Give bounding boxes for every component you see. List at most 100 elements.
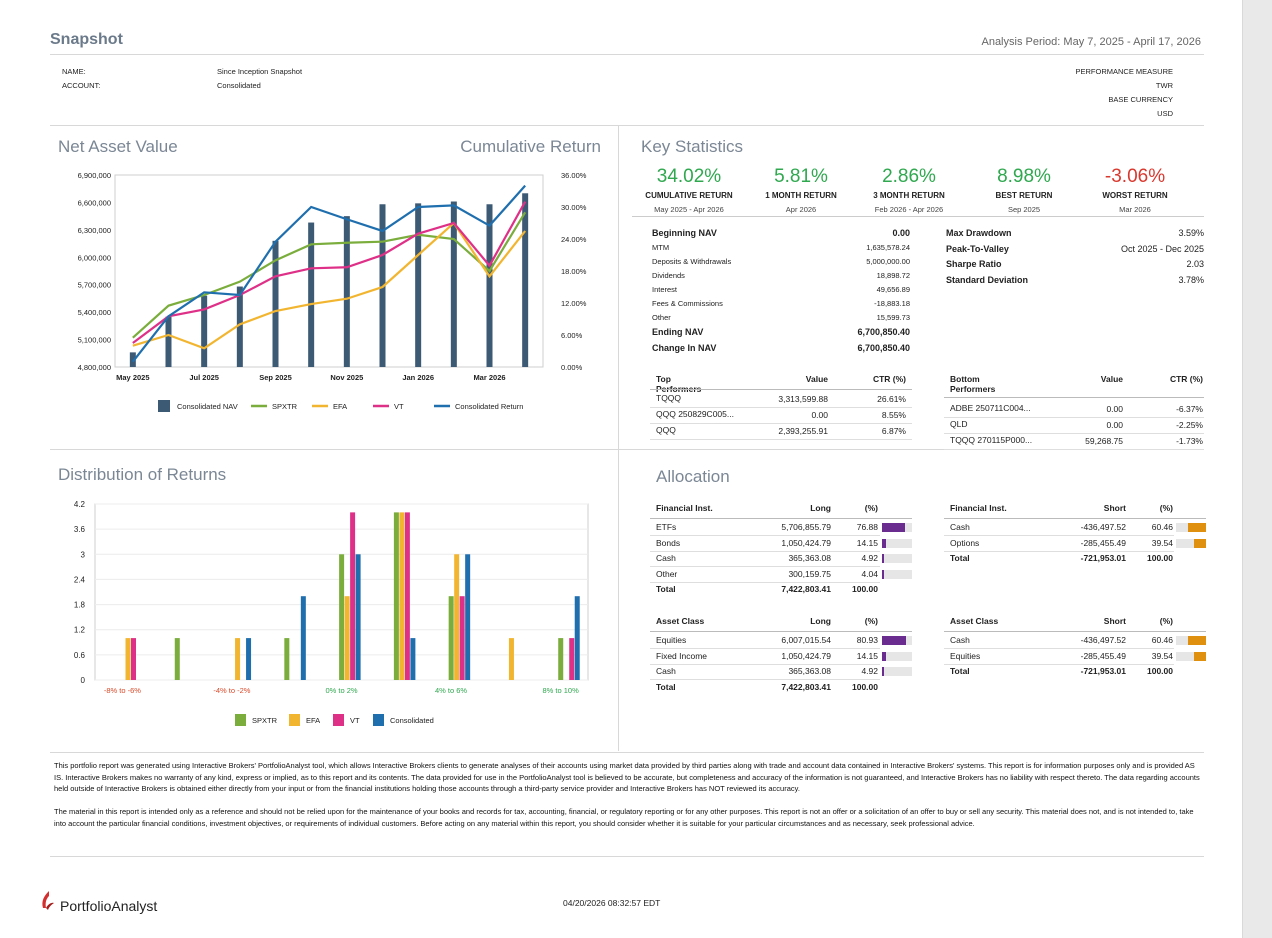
- nav-bar: [236, 286, 243, 367]
- nav-bar: [522, 193, 529, 367]
- legend-label: VT: [350, 716, 360, 725]
- nav-bar: [308, 222, 315, 367]
- disclaimer-paragraph-2: The material in this report is intended …: [54, 807, 1194, 828]
- alloc-row-value: 1,050,424.79: [781, 537, 831, 548]
- legend-label: Consolidated NAV: [177, 402, 238, 411]
- perf-row-name: TQQQ 270115P000...: [950, 435, 1033, 445]
- nav-bar: [201, 295, 208, 367]
- y-tick-label: 2.4: [74, 575, 86, 584]
- nav-row-label: Dividends: [652, 271, 685, 280]
- nav-row-value: -18,883.18: [874, 299, 910, 308]
- stat-label: WORST RETURN: [1102, 191, 1168, 200]
- legend-label: VT: [394, 402, 404, 411]
- alloc-bar-track: [882, 538, 912, 548]
- dist-bar: [448, 596, 454, 680]
- alloc-row-name: Cash: [656, 553, 676, 563]
- perf-row-ctr: 26.61%: [877, 394, 906, 404]
- alloc-row-value: 365,363.08: [788, 553, 831, 563]
- nav-row-value: 5,000,000.00: [866, 257, 910, 266]
- y-right-tick-label: 30.00%: [561, 203, 587, 212]
- alloc-header-value: Long: [810, 616, 831, 626]
- stat-value: 5.81%: [774, 166, 828, 187]
- alloc-row-pct: 4.04: [861, 568, 878, 579]
- scrollbar-track[interactable]: [1242, 0, 1272, 938]
- y-tick-label: 4.2: [74, 500, 86, 509]
- alloc-row-pct: 4.92: [861, 553, 878, 563]
- alloc-header-value: Short: [1103, 503, 1126, 513]
- perf-row-ctr: 6.87%: [881, 426, 906, 436]
- perf-measure-label: PERFORMANCE MEASURE: [1075, 67, 1173, 76]
- report-page: Snapshot Analysis Period: May 7, 2025 - …: [0, 0, 1242, 938]
- y-tick-label: 0: [81, 676, 86, 685]
- alloc-row-value: 1,050,424.79: [781, 650, 831, 661]
- alloc-total-label: Total: [950, 553, 970, 563]
- alloc-row-pct: 60.46: [1151, 522, 1173, 532]
- alloc-bar-fill: [882, 569, 884, 579]
- perf-row-name: QQQ 250829C005...: [656, 409, 734, 419]
- perf-row-ctr: 8.55%: [881, 410, 906, 420]
- base-currency-label: BASE CURRENCY: [1108, 95, 1173, 104]
- perf-row-name: QQQ: [656, 425, 676, 435]
- perf-row-value: 59,268.75: [1085, 436, 1123, 446]
- nav-row-label: Ending NAV: [652, 327, 704, 337]
- nav-row-label: Deposits & Withdrawals: [652, 257, 732, 266]
- nav-bar: [343, 216, 350, 367]
- x-tick-label: 4% to 6%: [435, 686, 467, 695]
- alloc-header-name: Asset Class: [950, 616, 999, 626]
- alloc-row-rule: [650, 679, 880, 680]
- risk-row-value: 2.03: [1186, 259, 1204, 269]
- legend-label: Consolidated: [390, 716, 434, 725]
- alloc-row-rule: [944, 550, 1174, 552]
- perf-row-name: QLD: [950, 419, 968, 429]
- legend-swatch: [235, 714, 246, 726]
- nav-row-value: 6,700,850.40: [857, 327, 910, 337]
- legend-label: Consolidated Return: [455, 402, 523, 411]
- alloc-row-value: 5,706,855.79: [781, 522, 831, 532]
- alloc-header-pct: (%): [1159, 503, 1173, 513]
- alloc-row-rule: [650, 566, 880, 567]
- ib-logo-icon: [42, 891, 54, 910]
- alloc-header-pct: (%): [1159, 616, 1173, 626]
- alloc-row-rule: [650, 581, 880, 583]
- stat-period: Sep 2025: [1007, 205, 1041, 214]
- y-right-tick-label: 12.00%: [561, 299, 587, 308]
- perf-row-value: 0.00: [811, 410, 828, 420]
- legend-label: SPXTR: [252, 716, 278, 725]
- perf-row-value: 2,393,255.91: [778, 426, 828, 436]
- perf-header-name: Top Performers: [656, 374, 702, 394]
- alloc-bar-fill: [882, 636, 906, 645]
- dist-bar: [569, 638, 575, 680]
- x-tick-label: -8% to -6%: [104, 686, 141, 695]
- dist-bar: [558, 638, 564, 680]
- plot-frame: [114, 174, 544, 368]
- y-tick-label: 3.6: [74, 525, 86, 534]
- risk-row-label: Peak-To-Valley: [946, 243, 1009, 254]
- alloc-header-value: Long: [810, 503, 831, 513]
- nav-row-value: 49,656.89: [876, 285, 910, 294]
- alloc-row-pct: 39.54: [1151, 537, 1173, 548]
- x-tick-label: Nov 2025: [330, 373, 363, 382]
- series-line-efa: [132, 221, 527, 350]
- nav-row-value: 1,635,578.24: [866, 243, 910, 252]
- alloc-row-value: -436,497.52: [1080, 635, 1126, 645]
- name-label: NAME:: [62, 67, 86, 76]
- key-statistics-title: Key Statistics: [641, 137, 744, 156]
- alloc-row-value: 365,363.08: [788, 666, 831, 676]
- dist-bar: [131, 638, 136, 680]
- nav-row-value: 18,898.72: [876, 271, 910, 280]
- legend-swatch: [373, 714, 384, 726]
- nav-chart-title: Net Asset Value: [58, 137, 178, 156]
- nav-row-label: MTM: [652, 243, 670, 252]
- nav-row-label: Fees & Commissions: [652, 299, 723, 308]
- alloc-row-rule: [650, 663, 880, 665]
- dist-bar: [300, 596, 306, 680]
- perf-header-name: Bottom Performers: [950, 374, 996, 394]
- perf-header-ctr: CTR (%): [872, 374, 906, 384]
- y-tick-label: 1.8: [74, 601, 86, 610]
- alloc-row-rule: [944, 648, 1174, 649]
- legend-label: EFA: [333, 402, 347, 411]
- alloc-header-value: Short: [1103, 616, 1126, 626]
- alloc-total-label: Total: [656, 584, 676, 594]
- nav-row-label: Interest: [652, 285, 678, 294]
- x-tick-label: 0% to 2%: [325, 686, 357, 695]
